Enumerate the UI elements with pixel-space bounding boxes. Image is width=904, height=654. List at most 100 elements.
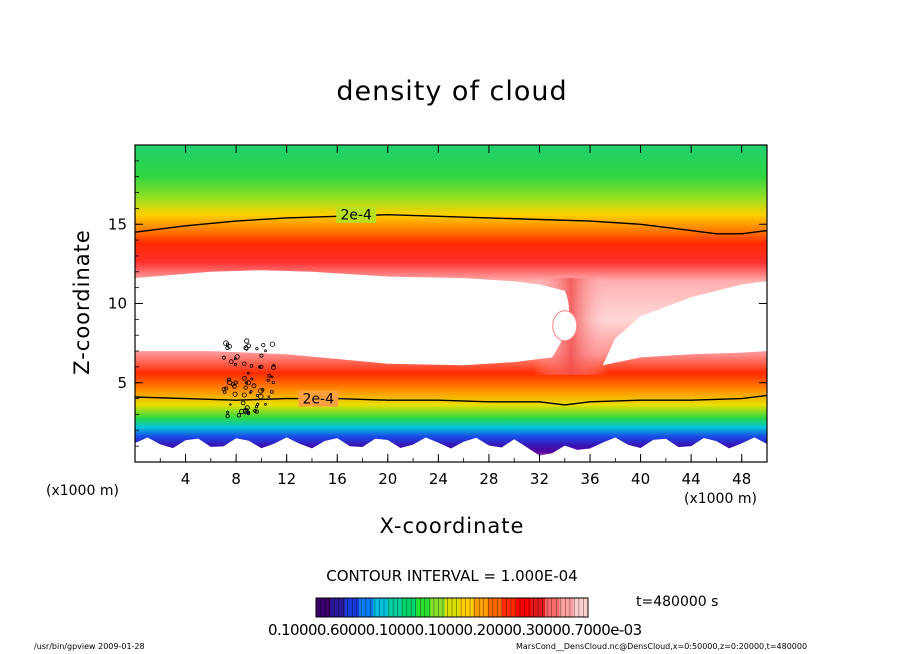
contour-label-bg [298, 390, 339, 407]
contour-noise-mark [270, 364, 276, 370]
colorbar-swatch [487, 598, 503, 617]
contour-noise-mark [269, 341, 275, 347]
contour-noise-mark [261, 342, 266, 348]
x-axis-label: X-coordinate [379, 514, 525, 538]
contour-noise-mark [241, 392, 247, 398]
colorbar-swatch [502, 598, 517, 617]
contour-noise-mark [233, 362, 237, 366]
contour-noise-mark [226, 410, 230, 414]
contour-noise-mark [224, 386, 229, 391]
x-tick-label: 44 [682, 470, 701, 488]
contour-noise-mark [221, 355, 226, 360]
contour-noise-mark [269, 389, 274, 394]
footer-right: MarsCond__DensCloud.nc@DensCloud,x=0:500… [516, 642, 808, 651]
colorbar-swatch [473, 598, 489, 617]
x-tick-label: 20 [378, 470, 397, 488]
contour-noise-mark [242, 408, 249, 415]
contour-label: 2e-4 [340, 208, 372, 224]
contour-noise-mark [227, 377, 231, 382]
x-tick-label: 28 [479, 470, 498, 488]
contour-noise-mark [266, 378, 270, 382]
contour-noise-mark [234, 354, 240, 360]
plot-area: 2e-4 2e-4 [135, 145, 767, 462]
x-unit-label-right: (x1000 m) [684, 491, 757, 507]
x-tick-label: 48 [732, 470, 751, 488]
contour-noise-mark [248, 391, 252, 394]
contour-noise-mark [254, 405, 259, 409]
contour-label-bg [336, 206, 377, 223]
contour-noise-mark [225, 342, 230, 346]
cloud-free-hole [552, 310, 577, 341]
y-tick-label: 10 [108, 295, 127, 313]
colorbar-swatch [316, 598, 331, 617]
contour-noise-mark [258, 365, 262, 369]
contour-line-lower [135, 394, 767, 406]
contour-noise-mark [250, 377, 254, 381]
cloud-free-hole-edge [552, 310, 578, 342]
contour-noise-mark [221, 386, 226, 392]
colorbar-frame [315, 597, 589, 618]
contour-noise-mark [227, 344, 232, 349]
contour-noise-mark [244, 381, 248, 385]
y-tick-label: 15 [108, 215, 127, 233]
contour-noise-mark [225, 413, 230, 419]
contour-noise-mark [270, 375, 274, 379]
colorbar-swatch [559, 598, 575, 617]
footer-left: /usr/bin/gpview 2009-01-28 [34, 642, 145, 651]
contour-noise-mark [242, 375, 247, 381]
cloud-base-edge [135, 437, 767, 462]
contour-noise-mark [226, 379, 233, 386]
contour-noise-mark [249, 364, 254, 368]
colorbar-swatch [387, 598, 403, 617]
contour-noise-mark [267, 373, 272, 378]
chart-title: density of cloud [336, 76, 568, 107]
contour-noise-mark [258, 388, 264, 394]
contour-noise-mark [232, 391, 238, 397]
x-tick-label: 40 [631, 470, 650, 488]
contour-noise-mark [242, 361, 247, 366]
time-label: t=480000 s [636, 594, 719, 610]
contour-noise-mark [267, 395, 271, 398]
contour-noise-mark [255, 347, 259, 351]
contour-noise-mark [243, 345, 249, 351]
contour-noise-mark [258, 393, 264, 400]
colorbar-swatch [401, 598, 417, 617]
y-tick-label: 5 [117, 374, 127, 392]
contour-noise-mark [256, 402, 260, 406]
x-tick-label: 32 [530, 470, 549, 488]
contour-noise-cluster [221, 338, 276, 419]
contour-noise-mark [259, 364, 264, 369]
cloud-free-region-left [135, 270, 569, 366]
contour-noise-mark [244, 338, 250, 344]
x-tick-label: 16 [328, 470, 347, 488]
contour-noise-mark [232, 384, 237, 389]
contour-noise-mark [239, 408, 245, 415]
x-tick-label: 24 [429, 470, 448, 488]
contour-noise-mark [244, 346, 249, 351]
contour-noise-mark [271, 380, 275, 384]
cloud-free-region-right [602, 281, 767, 366]
contour-noise-mark [233, 380, 238, 385]
colorbar-swatch [573, 598, 589, 617]
contour-noise-mark [236, 413, 242, 418]
contour-noise-mark [254, 409, 259, 414]
contour-noise-mark [246, 371, 250, 375]
contour-noise-mark [251, 383, 257, 389]
contour-noise-mark [240, 400, 246, 406]
contour-noise-mark [229, 359, 234, 364]
contour-noise-mark [245, 380, 251, 386]
contour-interval-text: CONTOUR INTERVAL = 1.000E-04 [326, 567, 578, 585]
contour-noise-mark [229, 403, 232, 406]
contour-noise-mark [264, 349, 267, 353]
x-tick-label: 8 [231, 470, 241, 488]
contour-noise-mark [253, 408, 257, 413]
contour-noise-mark [260, 387, 265, 392]
x-tick-label: 36 [580, 470, 599, 488]
colorbar-swatch [358, 598, 374, 617]
contour-label: 2e-4 [303, 392, 335, 408]
contour-noise-mark [243, 385, 248, 390]
colorbar-swatch [416, 598, 432, 617]
contour-noise-mark [264, 402, 267, 406]
x-tick-label: 12 [277, 470, 296, 488]
